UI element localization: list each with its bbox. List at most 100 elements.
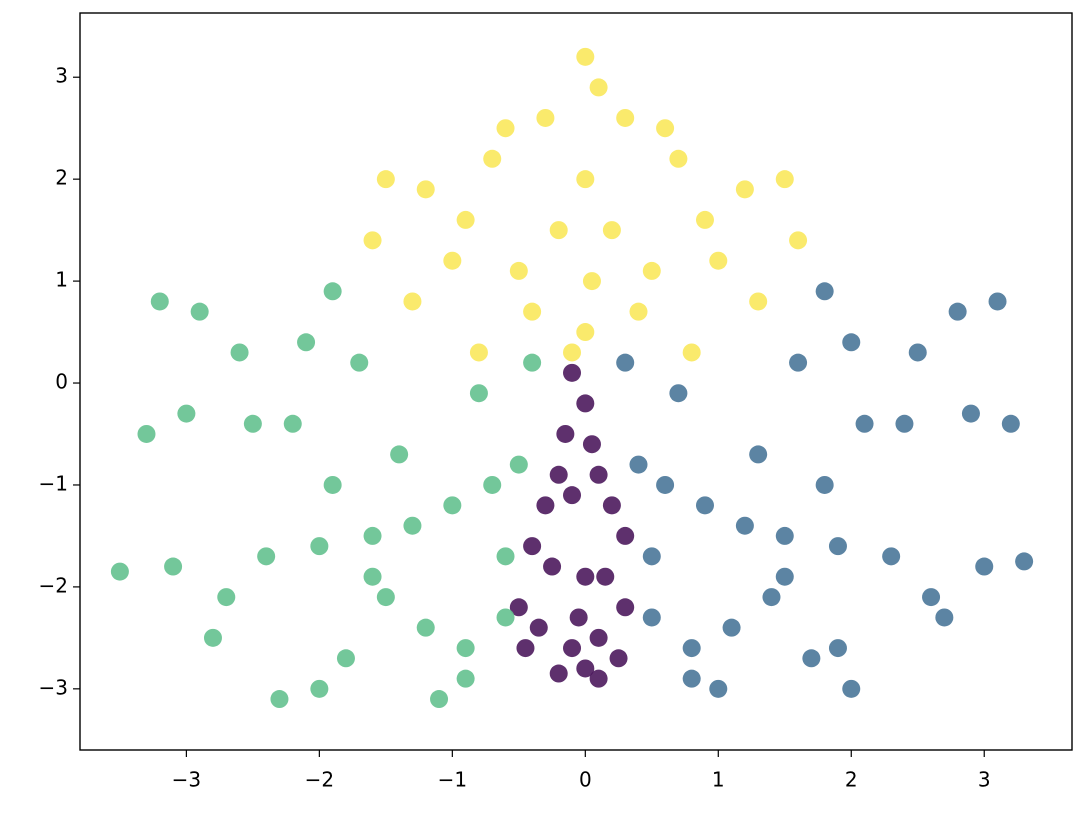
scatter-point: [722, 618, 741, 637]
scatter-point: [775, 567, 794, 586]
y-tick-label: −1: [39, 471, 68, 495]
scatter-point: [549, 221, 568, 240]
scatter-point: [576, 659, 595, 678]
scatter-point: [669, 149, 688, 168]
scatter-point: [961, 404, 980, 423]
scatter-point: [363, 231, 382, 250]
scatter-point: [589, 465, 608, 484]
scatter-point: [150, 292, 169, 311]
scatter-point: [602, 496, 621, 515]
scatter-point: [549, 664, 568, 683]
scatter-point: [416, 618, 435, 637]
scatter-point: [602, 221, 621, 240]
scatter-point: [164, 557, 183, 576]
scatter-point: [1001, 414, 1020, 433]
scatter-point: [416, 180, 435, 199]
scatter-point: [735, 516, 754, 535]
scatter-point: [988, 292, 1007, 311]
scatter-point: [789, 231, 808, 250]
scatter-point: [616, 526, 635, 545]
plot-area: [110, 47, 1034, 709]
y-tick-label: −2: [39, 573, 68, 597]
scatter-point: [563, 639, 582, 658]
y-tick-label: 3: [55, 64, 68, 88]
scatter-point: [137, 424, 156, 443]
scatter-point: [556, 424, 575, 443]
scatter-point: [190, 302, 209, 321]
x-tick-label: −2: [305, 768, 334, 792]
scatter-point: [642, 608, 661, 627]
scatter-point: [922, 588, 941, 607]
scatter-point: [616, 598, 635, 617]
scatter-point: [509, 261, 528, 280]
scatter-point: [563, 486, 582, 505]
scatter-point: [975, 557, 994, 576]
scatter-point: [576, 47, 595, 66]
x-tick-label: 1: [712, 768, 725, 792]
scatter-point: [297, 333, 316, 352]
scatter-point: [323, 475, 342, 494]
scatter-point: [496, 547, 515, 566]
scatter-point: [363, 526, 382, 545]
scatter-point: [456, 210, 475, 229]
scatter-point: [496, 119, 515, 138]
scatter-point: [762, 588, 781, 607]
scatter-point: [543, 557, 562, 576]
scatter-point: [749, 445, 768, 464]
scatter-point: [629, 455, 648, 474]
scatter-point: [682, 669, 701, 688]
scatter-point: [283, 414, 302, 433]
scatter-point: [203, 628, 222, 647]
scatter-point: [775, 526, 794, 545]
scatter-point: [609, 649, 628, 668]
scatter-point: [523, 537, 542, 556]
scatter-point: [177, 404, 196, 423]
scatter-point: [895, 414, 914, 433]
scatter-point: [582, 435, 601, 454]
scatter-point: [576, 323, 595, 342]
y-tick-label: 2: [55, 166, 68, 190]
scatter-point: [516, 639, 535, 658]
scatter-point: [589, 669, 608, 688]
scatter-point: [270, 690, 289, 709]
scatter-point: [828, 639, 847, 658]
scatter-point: [815, 475, 834, 494]
scatter-point: [935, 608, 954, 627]
scatter-point: [802, 649, 821, 668]
scatter-point: [469, 384, 488, 403]
scatter-point: [789, 353, 808, 372]
scatter-point: [682, 639, 701, 658]
scatter-point: [350, 353, 369, 372]
scatter-point: [709, 251, 728, 270]
scatter-point: [656, 475, 675, 494]
scatter-point: [582, 272, 601, 291]
scatter-point: [842, 679, 861, 698]
scatter-point: [563, 343, 582, 362]
scatter-point: [390, 445, 409, 464]
scatter-point: [842, 333, 861, 352]
x-tick-label: 2: [845, 768, 858, 792]
scatter-point: [642, 261, 661, 280]
scatter-point: [589, 78, 608, 97]
scatter-point: [310, 537, 329, 556]
scatter-point: [669, 384, 688, 403]
scatter-point: [509, 455, 528, 474]
scatter-point: [536, 496, 555, 515]
scatter-point: [563, 363, 582, 382]
scatter-point: [828, 537, 847, 556]
scatter-point: [529, 618, 548, 637]
scatter-point: [217, 588, 236, 607]
x-tick-label: −3: [172, 768, 201, 792]
axes-frame: [79, 12, 1073, 751]
scatter-point: [682, 343, 701, 362]
scatter-point: [695, 210, 714, 229]
scatter-point: [430, 690, 449, 709]
scatter-point: [855, 414, 874, 433]
x-tick-label: 0: [579, 768, 592, 792]
scatter-point: [948, 302, 967, 321]
scatter-point: [749, 292, 768, 311]
scatter-point: [815, 282, 834, 301]
scatter-point: [629, 302, 648, 321]
x-tick-label: 3: [978, 768, 991, 792]
scatter-point: [336, 649, 355, 668]
